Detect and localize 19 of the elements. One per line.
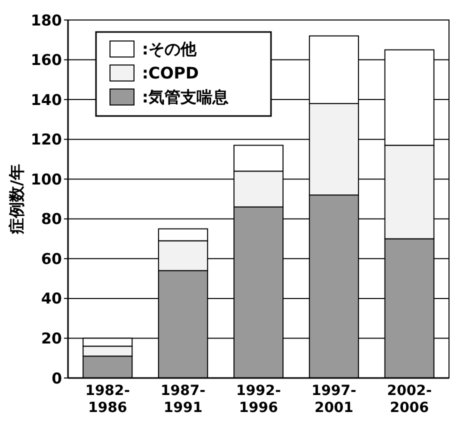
legend-label: :気管支喘息 xyxy=(142,88,230,107)
y-tick-label: 140 xyxy=(30,90,62,109)
y-tick-label: 0 xyxy=(52,369,62,388)
y-tick-label: 60 xyxy=(41,250,62,268)
legend-label: :COPD xyxy=(142,64,199,83)
x-tick-label: 1997- 2001 xyxy=(312,383,357,416)
y-tick-label: 120 xyxy=(30,130,62,149)
y-tick-label: 160 xyxy=(30,51,62,70)
y-tick-label: 20 xyxy=(41,329,62,348)
y-tick-label: 40 xyxy=(41,290,62,308)
y-axis-title: 症例数/年 xyxy=(7,164,26,235)
x-tick-label: 1982- 1986 xyxy=(85,383,130,416)
x-tick-label: 2002- 2006 xyxy=(387,383,432,416)
x-tick-label: 1987- 1991 xyxy=(160,383,206,416)
y-tick-label: 180 xyxy=(30,11,62,30)
y-tick-label: 80 xyxy=(41,210,62,228)
legend-label: :その他 xyxy=(142,40,198,59)
x-tick-label: 1992- 1996 xyxy=(236,383,282,416)
y-tick-label: 100 xyxy=(30,170,62,188)
